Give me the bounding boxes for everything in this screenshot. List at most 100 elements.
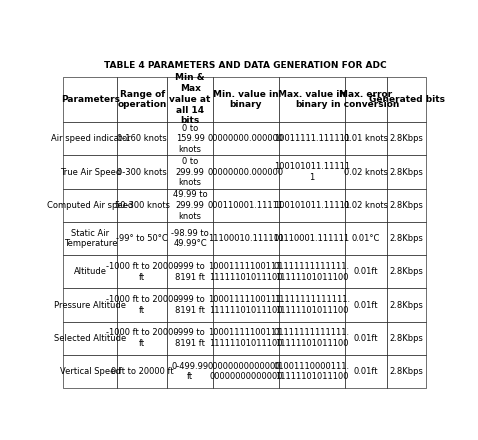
Text: 2.8Kbps: 2.8Kbps	[390, 234, 424, 243]
Bar	[387, 322, 426, 355]
Bar	[387, 155, 426, 189]
Bar	[279, 322, 345, 355]
Bar	[117, 222, 167, 255]
Bar	[117, 322, 167, 355]
Text: 00000000.000000: 00000000.000000	[208, 168, 284, 176]
Bar	[279, 255, 345, 289]
Text: -1000 ft to 20000
ft: -1000 ft to 20000 ft	[106, 295, 179, 315]
Bar	[345, 322, 387, 355]
Text: 2.8Kbps: 2.8Kbps	[390, 334, 424, 343]
Bar	[64, 222, 117, 255]
Text: 0.02 knots: 0.02 knots	[344, 168, 388, 176]
Text: Vertical Speed: Vertical Speed	[60, 367, 121, 376]
Bar	[167, 189, 213, 222]
Text: 00110001.111111: 00110001.111111	[274, 234, 350, 243]
Bar	[345, 222, 387, 255]
Bar	[345, 122, 387, 155]
Bar	[387, 77, 426, 122]
Bar	[213, 222, 279, 255]
Bar	[117, 289, 167, 322]
Text: Altitude: Altitude	[74, 268, 107, 276]
Bar	[64, 155, 117, 189]
Bar	[167, 255, 213, 289]
Text: 2.8Kbps: 2.8Kbps	[390, 168, 424, 176]
Bar	[213, 322, 279, 355]
Text: 2.8Kbps: 2.8Kbps	[390, 268, 424, 276]
Bar	[117, 355, 167, 388]
Text: 100101011.11111
1: 100101011.11111 1	[274, 162, 350, 182]
Text: Pressure Altitude: Pressure Altitude	[54, 301, 126, 310]
Bar	[167, 122, 213, 155]
Bar	[117, 189, 167, 222]
Text: 10001111100111.
11111101011100: 10001111100111. 11111101011100	[208, 329, 284, 348]
Text: 0.01ft: 0.01ft	[353, 334, 378, 343]
Text: -99° to 50°C: -99° to 50°C	[116, 234, 168, 243]
Bar	[64, 322, 117, 355]
Bar	[213, 355, 279, 388]
Bar	[167, 222, 213, 255]
Text: 50-300 knots: 50-300 knots	[115, 201, 170, 210]
Bar	[345, 189, 387, 222]
Bar	[213, 189, 279, 222]
Text: -1000 ft to 20000
ft: -1000 ft to 20000 ft	[106, 262, 179, 282]
Bar	[64, 189, 117, 222]
Text: 00000000.000000: 00000000.000000	[208, 134, 284, 143]
Text: 01001110000111.
11111101011100: 01001110000111. 11111101011100	[274, 362, 350, 381]
Text: 49.99 to
299.99
knots: 49.99 to 299.99 knots	[173, 190, 207, 220]
Text: Min. value in
binary: Min. value in binary	[213, 89, 279, 109]
Text: 11111111111111.
11111101011100: 11111111111111. 11111101011100	[274, 295, 350, 315]
Text: Air speed indicator: Air speed indicator	[51, 134, 130, 143]
Text: 0.02 knots: 0.02 knots	[344, 201, 388, 210]
Bar	[213, 155, 279, 189]
Text: 0.01 knots: 0.01 knots	[344, 134, 388, 143]
Bar	[213, 255, 279, 289]
Bar	[213, 289, 279, 322]
Text: 0-300 knots: 0-300 knots	[118, 168, 167, 176]
Text: 0 to
299.99
knots: 0 to 299.99 knots	[176, 157, 205, 187]
Text: 01111111111111.
11111101011100: 01111111111111. 11111101011100	[274, 329, 350, 348]
Text: 0 ft to 20000 ft: 0 ft to 20000 ft	[111, 367, 174, 376]
Bar	[387, 255, 426, 289]
Bar	[345, 155, 387, 189]
Text: 00000000000000.
00000000000000: 00000000000000. 00000000000000	[208, 362, 284, 381]
Bar	[279, 222, 345, 255]
Bar	[345, 289, 387, 322]
Bar	[279, 77, 345, 122]
Bar	[387, 222, 426, 255]
Text: 10001111100111.
11111101011100: 10001111100111. 11111101011100	[208, 295, 284, 315]
Text: 0.01°C: 0.01°C	[351, 234, 380, 243]
Text: 2.8Kbps: 2.8Kbps	[390, 134, 424, 143]
Bar	[279, 155, 345, 189]
Text: 0.01ft: 0.01ft	[353, 367, 378, 376]
Text: Computed Air speed: Computed Air speed	[47, 201, 133, 210]
Text: 2.8Kbps: 2.8Kbps	[390, 301, 424, 310]
Bar	[117, 77, 167, 122]
Text: 000110001.11111: 000110001.11111	[208, 201, 284, 210]
Bar	[64, 122, 117, 155]
Bar	[167, 322, 213, 355]
Text: 0-160 knots: 0-160 knots	[118, 134, 167, 143]
Text: TABLE 4 PARAMETERS AND DATA GENERATION FOR ADC: TABLE 4 PARAMETERS AND DATA GENERATION F…	[104, 61, 386, 70]
Text: Max. error
in conversion: Max. error in conversion	[331, 89, 400, 109]
Text: -999 to
8191 ft: -999 to 8191 ft	[175, 262, 205, 282]
Bar	[387, 289, 426, 322]
Bar	[279, 189, 345, 222]
Bar	[117, 122, 167, 155]
Bar	[279, 122, 345, 155]
Text: -98.99 to
49.99°C: -98.99 to 49.99°C	[171, 229, 209, 249]
Text: 2.8Kbps: 2.8Kbps	[390, 367, 424, 376]
Bar	[167, 355, 213, 388]
Bar	[117, 155, 167, 189]
Bar	[345, 77, 387, 122]
Text: 0.01ft: 0.01ft	[353, 268, 378, 276]
Text: Max. value in
binary: Max. value in binary	[278, 89, 346, 109]
Bar	[279, 355, 345, 388]
Text: Selected Altitude: Selected Altitude	[54, 334, 127, 343]
Text: Min &
Max
value at
all 14
bits: Min & Max value at all 14 bits	[169, 73, 211, 125]
Bar	[167, 77, 213, 122]
Text: 0 to
159.99
knots: 0 to 159.99 knots	[176, 124, 205, 154]
Text: -1000 ft to 20000
ft: -1000 ft to 20000 ft	[106, 329, 179, 348]
Bar	[345, 355, 387, 388]
Bar	[387, 355, 426, 388]
Text: 10011111.111111: 10011111.111111	[274, 134, 350, 143]
